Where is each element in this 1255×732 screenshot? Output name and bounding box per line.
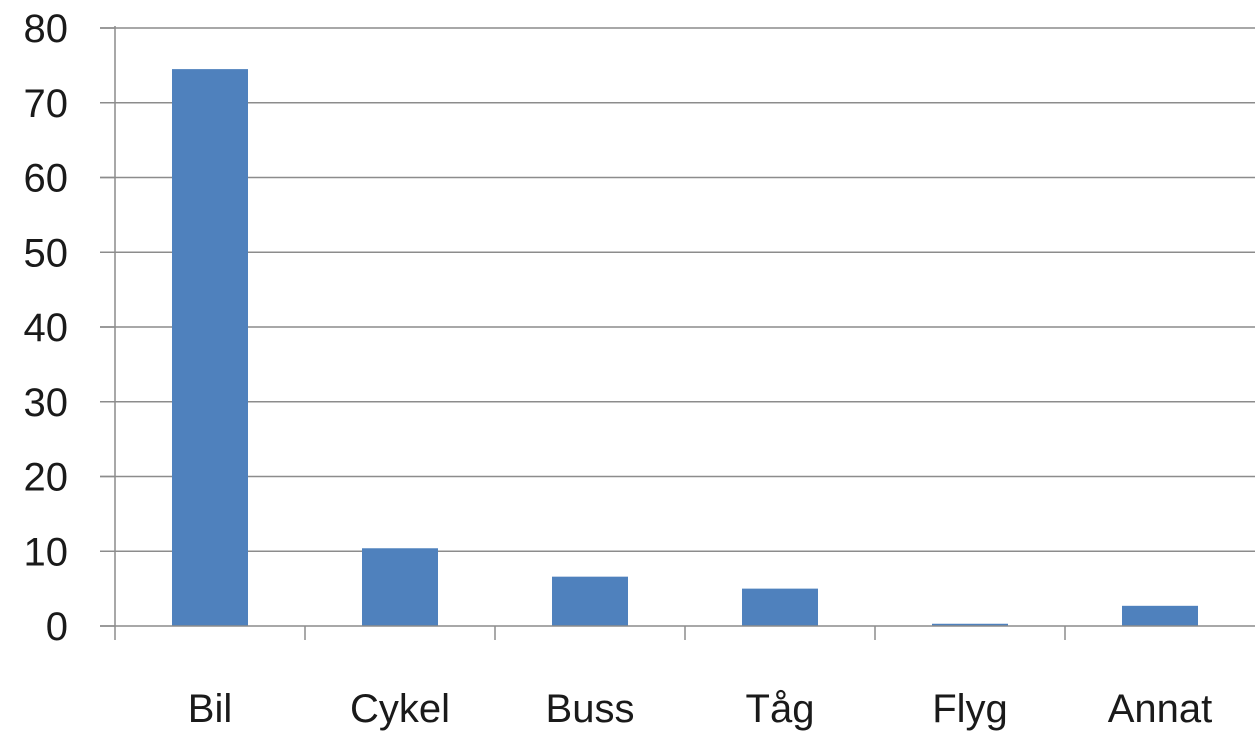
bar-annat [1122,605,1198,626]
bar-cykel [362,548,438,626]
y-tick-label-80: 80 [24,7,69,51]
bar-bil [172,69,248,627]
axes [100,26,1255,640]
y-tick-label-20: 20 [24,456,69,500]
bar-buss [552,576,628,626]
y-tick-label-40: 40 [24,306,69,350]
x-tick-label-bil: Bil [188,687,232,731]
x-tick-label-cykel: Cykel [350,687,450,731]
x-tick-label-tåg: Tåg [746,687,815,731]
x-tick-label-annat: Annat [1108,687,1213,731]
x-tick-label-flyg: Flyg [932,687,1008,731]
y-tick-label-50: 50 [24,231,69,275]
y-tick-label-60: 60 [24,157,69,201]
y-tick-label-30: 30 [24,381,69,425]
bar-tåg [742,588,818,626]
y-tick-label-0: 0 [46,605,68,649]
bar-flyg [932,623,1008,626]
tick-labels: 0 10 20 30 40 50 60 70 80 Bil Cykel Buss Tåg Flyg Anna… [24,7,1213,731]
x-tick-label-buss: Buss [546,687,635,731]
bars [172,69,1198,627]
gridlines [100,27,1255,552]
y-tick-label-10: 10 [24,530,69,574]
y-tick-label-70: 70 [24,82,69,126]
